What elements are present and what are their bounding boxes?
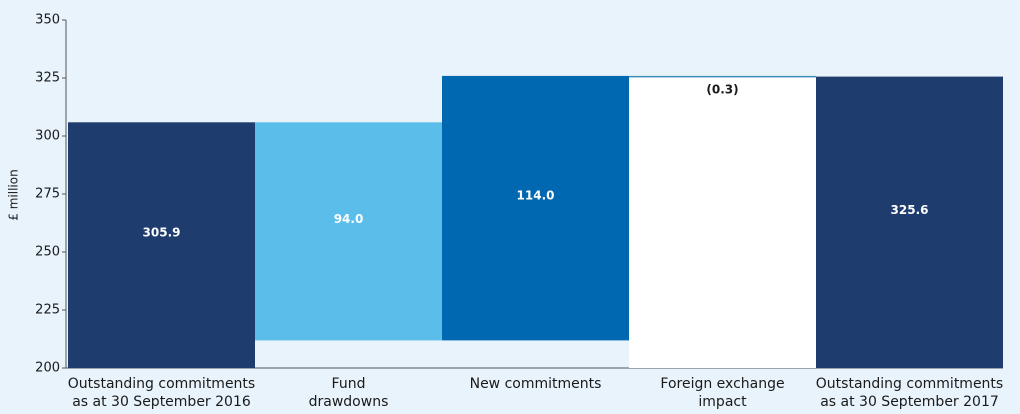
bar <box>816 76 1003 368</box>
bar <box>442 75 629 341</box>
y-tick-label: 225 <box>35 303 60 318</box>
y-tick-label: 275 <box>35 187 60 202</box>
y-tick-label: 300 <box>35 129 60 144</box>
x-tick-line: impact <box>698 394 747 410</box>
y-tick-label: 350 <box>35 13 60 28</box>
value-label: 114.0 <box>517 189 555 203</box>
value-label: 325.6 <box>891 203 929 217</box>
y-axis-label: £ million <box>7 169 21 220</box>
x-tick-line: as at 30 September 2017 <box>820 394 999 410</box>
bar <box>255 122 442 341</box>
y-tick-label: 325 <box>35 71 60 86</box>
value-label: (0.3) <box>706 82 738 96</box>
x-tick-line: Fund <box>332 376 366 392</box>
bar <box>629 75 816 78</box>
x-tick-line: Outstanding commitments <box>68 376 255 392</box>
x-tick-label: Fund drawdowns <box>309 376 389 410</box>
value-label: 94.0 <box>334 212 364 226</box>
y-tick-label: 250 <box>35 245 60 260</box>
x-tick-line: as at 30 September 2016 <box>72 394 251 410</box>
bar <box>68 122 255 368</box>
x-tick-label: New commitments <box>470 376 602 392</box>
value-label: 305.9 <box>143 226 181 240</box>
x-tick-line: drawdowns <box>309 394 389 410</box>
x-tick-label: Outstanding commitments as at 30 Septembe… <box>816 376 1003 410</box>
x-tick-line: New commitments <box>470 376 602 392</box>
x-tick-label: Foreign exchange impact <box>660 376 784 410</box>
column-backdrop <box>629 75 816 369</box>
y-tick-label: 200 <box>35 361 60 376</box>
x-tick-line: Outstanding commitments <box>816 376 1003 392</box>
x-tick-label: Outstanding commitments as at 30 Septembe… <box>68 376 255 410</box>
x-tick-line: Foreign exchange <box>660 376 784 392</box>
